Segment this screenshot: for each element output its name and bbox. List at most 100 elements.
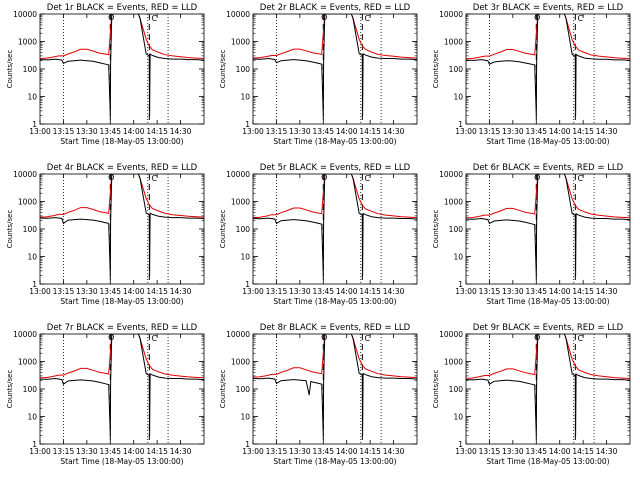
y-tick-label: 10000: [439, 330, 463, 339]
y-tick-label: 1000: [231, 358, 250, 367]
x-tick-label: 14:15: [359, 287, 381, 296]
x-tick-label: 14:30: [170, 287, 192, 296]
y-tick-label: 1000: [18, 198, 37, 207]
x-tick-label: 13:30: [502, 447, 524, 456]
x-axis-label: Start Time (18-May-05 13:00:00): [486, 137, 609, 146]
y-tick-label: 1: [32, 120, 37, 129]
x-tick-label: 13:45: [312, 287, 334, 296]
x-tick-label: 13:00: [242, 447, 264, 456]
y-axis-label: Counts/sec: [219, 210, 227, 249]
y-tick-label: 10: [453, 253, 463, 262]
y-tick-label: 1: [32, 280, 37, 289]
series-lld-line: [253, 174, 417, 219]
y-tick-label: 1000: [444, 38, 463, 47]
series-events-line: [466, 334, 630, 436]
marker-o: O: [321, 173, 327, 182]
series-events-line: [253, 174, 417, 276]
x-tick-label: 14:15: [572, 447, 594, 456]
y-tick-label: 1: [32, 440, 37, 449]
series-events-line: [253, 334, 417, 436]
y-tick-label: 100: [236, 225, 251, 234]
x-tick-label: 13:15: [479, 287, 501, 296]
y-tick-label: 10: [240, 93, 250, 102]
x-tick-label: 13:15: [479, 127, 501, 136]
x-axis-label: Start Time (18-May-05 13:00:00): [60, 457, 183, 466]
y-tick-label: 1: [245, 440, 250, 449]
x-tick-label: 13:45: [525, 127, 547, 136]
panel-title: Det 1r BLACK = Events, RED = LLD: [47, 3, 198, 13]
x-axis-label: Start Time (18-May-05 13:00:00): [273, 137, 396, 146]
x-tick-label: 13:45: [525, 287, 547, 296]
series-events-line: [253, 14, 417, 116]
x-tick-label: 13:00: [29, 127, 51, 136]
marker-o: O: [108, 13, 114, 22]
x-tick-label: 14:15: [359, 127, 381, 136]
marker-c: C: [152, 334, 158, 343]
series-lld-line: [40, 334, 204, 379]
marker-o: O: [534, 173, 540, 182]
y-tick-label: 10: [240, 413, 250, 422]
y-tick-label: 1000: [444, 198, 463, 207]
plot-frame: [252, 13, 418, 125]
y-axis-label: Counts/sec: [6, 370, 14, 409]
panel-title: Det 3r BLACK = Events, RED = LLD: [473, 3, 624, 13]
x-tick-label: 13:30: [289, 287, 311, 296]
x-tick-label: 13:15: [266, 287, 288, 296]
x-tick-label: 13:30: [502, 127, 524, 136]
marker-c: C: [152, 174, 158, 183]
x-tick-label: 13:15: [53, 287, 75, 296]
marker-o: O: [108, 333, 114, 342]
y-tick-label: 10000: [439, 10, 463, 19]
x-tick-label: 14:30: [170, 127, 192, 136]
y-tick-label: 100: [449, 385, 464, 394]
x-tick-label: 14:00: [123, 447, 145, 456]
x-tick-label: 14:00: [336, 447, 358, 456]
x-tick-label: 13:15: [53, 447, 75, 456]
y-tick-label: 10000: [13, 170, 37, 179]
x-tick-label: 13:00: [455, 287, 477, 296]
x-tick-label: 13:00: [242, 127, 264, 136]
x-tick-label: 13:30: [76, 447, 98, 456]
series-events-line: [466, 174, 630, 276]
y-axis-label: Counts/sec: [432, 50, 440, 89]
series-lld-line: [40, 174, 204, 218]
x-tick-label: 14:00: [123, 287, 145, 296]
y-tick-label: 1000: [231, 198, 250, 207]
panel-title: Det 5r BLACK = Events, RED = LLD: [260, 163, 411, 173]
x-tick-label: 14:15: [146, 447, 168, 456]
plot-frame: [465, 333, 631, 445]
x-tick-label: 13:00: [29, 447, 51, 456]
plot-frame: [39, 173, 205, 285]
panel-title: Det 4r BLACK = Events, RED = LLD: [47, 163, 198, 173]
panel-title: Det 6r BLACK = Events, RED = LLD: [473, 163, 624, 173]
y-tick-label: 100: [23, 385, 38, 394]
x-tick-label: 14:00: [549, 127, 571, 136]
x-tick-label: 13:30: [76, 127, 98, 136]
marker-c: C: [578, 174, 584, 183]
y-tick-label: 1: [245, 280, 250, 289]
plot-frame: [252, 333, 418, 445]
marker-c: C: [578, 14, 584, 23]
series-lld-line: [40, 14, 204, 59]
x-tick-label: 13:15: [266, 127, 288, 136]
x-tick-label: 13:00: [455, 127, 477, 136]
y-tick-label: 10: [453, 93, 463, 102]
x-tick-label: 13:45: [99, 287, 121, 296]
y-axis-label: Counts/sec: [6, 210, 14, 249]
plot-frame: [465, 173, 631, 285]
x-tick-label: 13:45: [525, 447, 547, 456]
marker-o: O: [321, 333, 327, 342]
x-tick-label: 14:00: [549, 287, 571, 296]
x-tick-label: 14:00: [549, 447, 571, 456]
x-tick-label: 13:30: [289, 447, 311, 456]
y-tick-label: 10000: [226, 10, 250, 19]
y-tick-label: 10: [27, 253, 37, 262]
y-tick-label: 1000: [18, 358, 37, 367]
